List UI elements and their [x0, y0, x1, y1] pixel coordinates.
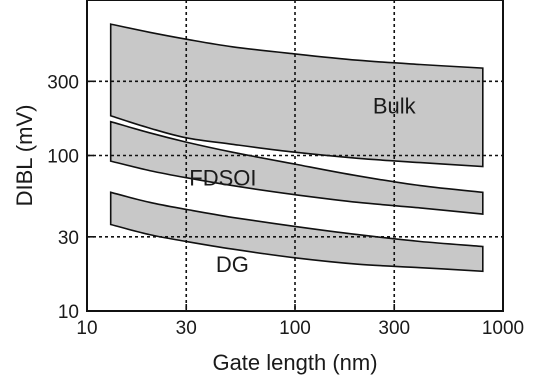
- labels-layer: 10 30 100 300 1000 10 30 100 300 Bulk FDSOI DG: [47, 72, 524, 339]
- x-tick-label-1: 30: [176, 318, 197, 339]
- band-bulk: [109, 23, 484, 168]
- y-axis-label: DIBL (mV): [12, 105, 37, 207]
- x-tick-label-3: 300: [378, 318, 410, 339]
- y-tick-label-0: 10: [58, 302, 79, 323]
- band-fdsoi: [109, 120, 484, 215]
- y-tick-label-3: 300: [47, 72, 79, 93]
- grid-layer: [87, 0, 503, 311]
- x-tick-label-2: 100: [279, 318, 311, 339]
- band-dg: [109, 191, 484, 273]
- annotation-dg: DG: [216, 252, 249, 277]
- bands-layer: [109, 23, 484, 273]
- annotation-bulk: Bulk: [373, 93, 417, 118]
- x-tick-label-0: 10: [76, 318, 97, 339]
- plot-frame: [86, 0, 504, 312]
- x-tick-label-4: 1000: [482, 318, 524, 339]
- annotation-fdsoi: FDSOI: [189, 166, 256, 191]
- x-axis-label: Gate length (nm): [212, 350, 377, 375]
- y-tick-label-1: 30: [58, 228, 79, 249]
- y-tick-label-2: 100: [47, 147, 79, 168]
